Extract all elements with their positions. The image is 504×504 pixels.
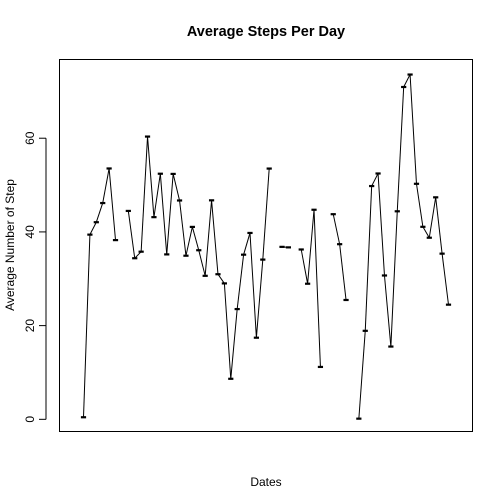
series-line-segment [365, 186, 371, 331]
series-line-segment [404, 75, 410, 87]
series-line-segment [173, 174, 179, 201]
series-line-segment [167, 174, 173, 254]
series-line-segment [90, 222, 96, 234]
series-line-segment [436, 197, 442, 253]
series-line-segment [308, 210, 314, 284]
series-line-segment [429, 197, 435, 237]
series-line-segment [416, 184, 422, 227]
series-line-segment [397, 87, 403, 211]
series-line-segment [96, 203, 102, 222]
series-line-layer [84, 75, 449, 419]
series-line-segment [148, 137, 154, 218]
plot-area [60, 60, 473, 432]
series-line-segment [237, 255, 243, 309]
series-line-segment [109, 168, 115, 240]
series-line-segment [378, 173, 384, 275]
series-line-segment [333, 214, 339, 244]
series-line-segment [192, 227, 198, 250]
series-line-segment [384, 275, 390, 346]
series-line-segment [410, 75, 416, 184]
series-line-segment [199, 250, 205, 276]
series-line-segment [154, 174, 160, 217]
series-line-segment [301, 249, 307, 283]
series-line-segment [205, 200, 211, 275]
series-line-segment [250, 233, 256, 338]
series-line-segment [391, 211, 397, 346]
y-tick-label: 60 [23, 131, 37, 145]
series-line-segment [128, 211, 134, 258]
chart-title: Average Steps Per Day [187, 24, 345, 40]
y-tick-label: 0 [23, 416, 37, 423]
series-line-segment [218, 274, 224, 283]
x-axis-label: Dates [250, 475, 281, 489]
series-line-segment [442, 254, 448, 305]
series-line-segment [141, 137, 147, 252]
series-line-segment [231, 309, 237, 379]
series-line-segment [224, 283, 230, 378]
y-axis: 0 20 40 60 [23, 131, 46, 422]
series-line-segment [263, 169, 269, 260]
series-line-segment [84, 235, 90, 418]
series-line-segment [180, 200, 186, 255]
series-line-segment [372, 173, 378, 186]
series-line-segment [160, 174, 166, 255]
series-line-segment [359, 331, 365, 419]
series-line-segment [212, 200, 218, 274]
series-line-segment [314, 210, 320, 367]
y-axis-label: Average Number of Step [3, 179, 17, 311]
series-line-segment [256, 260, 262, 338]
series-line-segment [244, 233, 250, 255]
series-line-segment [103, 168, 109, 203]
y-tick-label: 40 [23, 225, 37, 239]
series-line-segment [423, 227, 429, 238]
series-line-segment [340, 244, 346, 300]
y-tick-label: 20 [23, 319, 37, 333]
series-line-segment [186, 227, 192, 256]
